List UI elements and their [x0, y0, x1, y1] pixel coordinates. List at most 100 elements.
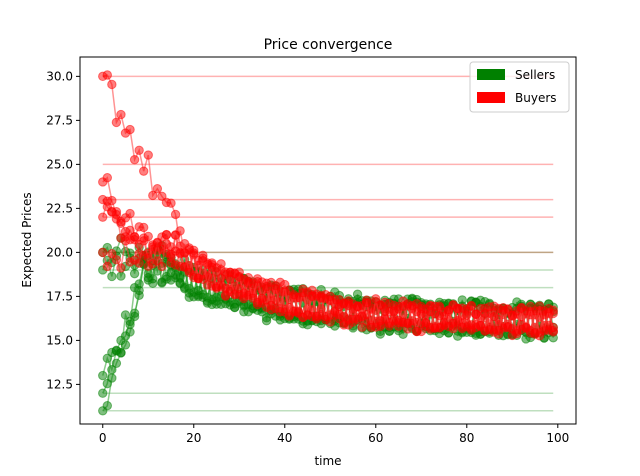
seller-point [261, 316, 272, 326]
buyer-point [361, 297, 372, 308]
seller-point [125, 327, 135, 337]
buyer-point [220, 283, 231, 293]
buyer-point [393, 315, 404, 326]
buyer-point [166, 198, 176, 208]
x-tick-label: 20 [186, 431, 201, 445]
buyer-point [243, 278, 254, 288]
buyer-point [402, 318, 413, 328]
buyer-point [316, 293, 326, 303]
seller-point [166, 275, 176, 285]
buyer-point [148, 259, 158, 269]
buyer-point [389, 306, 399, 317]
buyer-point [466, 301, 477, 311]
buyer-point [270, 280, 281, 291]
y-axis-label: Expected Prices [20, 192, 34, 287]
buyer-point [475, 320, 486, 331]
buyer-point [498, 305, 508, 315]
buyer-point [107, 79, 117, 90]
buyer-point [489, 311, 499, 322]
buyer-point [462, 310, 472, 320]
buyer-point [543, 303, 554, 314]
buyer-point [116, 109, 126, 120]
buyer-point [116, 217, 126, 227]
buyer-point [257, 293, 267, 304]
x-tick-label: 80 [459, 431, 474, 445]
buyer-point [503, 322, 513, 332]
seller-point [129, 311, 140, 322]
legend-swatch-sellers [477, 69, 505, 80]
y-tick-label: 12.5 [46, 377, 73, 391]
buyer-point [148, 190, 158, 201]
buyer-point [484, 302, 495, 312]
y-tick-label: 22.5 [46, 201, 73, 215]
y-tick-label: 27.5 [46, 113, 73, 127]
buyer-point [111, 117, 122, 128]
buyer-point [239, 288, 249, 298]
series-layer [98, 70, 558, 416]
buyer-point [202, 280, 213, 290]
buyer-point [107, 206, 117, 217]
buyer-point [184, 267, 194, 278]
buyer-point [179, 248, 190, 258]
buyer-point [161, 230, 172, 240]
seller-point [120, 340, 131, 350]
seller-point [120, 310, 131, 320]
seller-point [143, 272, 153, 283]
buyer-point [207, 262, 217, 272]
buyer-point [102, 196, 113, 206]
buyer-point [98, 212, 108, 222]
buyer-point [352, 301, 363, 312]
buyer-point [102, 173, 113, 183]
buyer-point [480, 308, 490, 319]
buyer-point [120, 236, 131, 246]
buyer-point [280, 279, 290, 290]
buyer-point [493, 325, 504, 336]
buyer-point [457, 322, 467, 332]
buyer-point [266, 300, 276, 311]
buyer-point [507, 311, 517, 321]
buyer-point [443, 305, 454, 315]
buyer-point [298, 288, 308, 298]
buyer-point [225, 274, 235, 284]
x-tick-label: 100 [546, 431, 569, 445]
buyer-point [407, 300, 417, 311]
seller-point [202, 298, 213, 308]
buyer-point [211, 283, 222, 293]
buyer-point [102, 70, 113, 80]
buyer-point [193, 273, 204, 283]
plot-frame [79, 56, 577, 425]
seller-point [98, 370, 108, 381]
buyer-point [548, 325, 558, 336]
buyer-point [412, 326, 422, 337]
seller-point [193, 285, 204, 296]
y-tick-label: 17.5 [46, 289, 73, 303]
buyer-point [198, 253, 208, 263]
buyer-point [284, 311, 295, 321]
buyer-point [434, 310, 445, 321]
seller-point [134, 285, 144, 296]
buyer-point [452, 303, 463, 314]
buyer-point [371, 294, 381, 304]
seller-point [98, 388, 108, 398]
buyer-point [311, 311, 322, 321]
buyer-point [434, 301, 445, 311]
buyer-point [398, 301, 408, 311]
buyer-point [129, 232, 140, 242]
buyer-point [125, 208, 135, 219]
buyer-point [471, 309, 481, 319]
x-tick-label: 60 [368, 431, 383, 445]
buyer-point [98, 247, 108, 258]
buyer-point [384, 321, 395, 331]
y-tick-label: 15.0 [46, 333, 73, 347]
seller-point [129, 268, 140, 279]
buyer-point [325, 291, 335, 302]
seller-point [102, 401, 113, 411]
legend-swatch-buyers [477, 92, 505, 103]
buyer-point [343, 300, 354, 311]
buyer-point [521, 322, 531, 333]
buyer-point [152, 238, 163, 248]
buyer-point [125, 124, 135, 135]
buyer-point [289, 289, 299, 300]
